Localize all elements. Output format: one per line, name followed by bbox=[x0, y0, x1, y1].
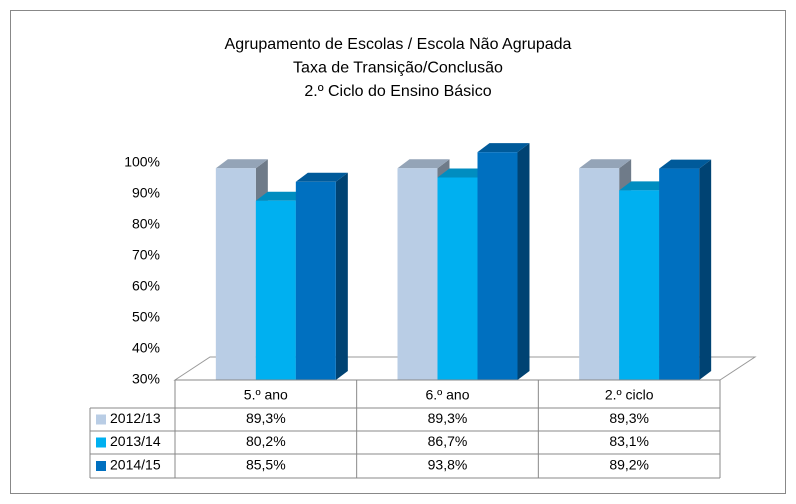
data-label: 89,3% bbox=[246, 410, 286, 426]
chart-title: 2.º Ciclo do Ensino Básico bbox=[304, 83, 491, 100]
bar bbox=[659, 159, 712, 380]
x-tick-label: 5.º ano bbox=[244, 387, 288, 403]
bar-face bbox=[255, 200, 296, 380]
legend-label: 2013/14 bbox=[110, 433, 161, 449]
data-label: 93,8% bbox=[428, 457, 468, 473]
data-label: 86,7% bbox=[428, 433, 468, 449]
x-tick-label: 2.º ciclo bbox=[605, 387, 654, 403]
bar-face bbox=[579, 168, 620, 380]
y-tick-label: 40% bbox=[132, 340, 160, 356]
bar-face bbox=[437, 168, 490, 178]
bar-face bbox=[215, 168, 256, 380]
data-label: 89,3% bbox=[428, 410, 468, 426]
bar-face bbox=[295, 172, 348, 182]
y-tick-label: 50% bbox=[132, 309, 160, 325]
legend-label: 2012/13 bbox=[110, 410, 161, 426]
bar-face bbox=[477, 143, 530, 153]
data-label: 89,3% bbox=[609, 410, 649, 426]
bar-face bbox=[215, 159, 268, 169]
bar-face bbox=[295, 181, 336, 380]
bar-face bbox=[659, 159, 712, 169]
y-tick-label: 30% bbox=[132, 371, 160, 387]
y-tick-label: 70% bbox=[132, 247, 160, 263]
chart-title: Agrupamento de Escolas / Escola Não Agru… bbox=[225, 36, 572, 53]
bar-face bbox=[619, 190, 660, 380]
bar-face bbox=[699, 159, 712, 380]
bar-face bbox=[397, 159, 450, 169]
bar-face bbox=[477, 152, 518, 380]
legend-swatch bbox=[96, 437, 106, 448]
bar-face bbox=[517, 143, 530, 380]
y-tick-label: 60% bbox=[132, 278, 160, 294]
legend-label: 2014/15 bbox=[110, 457, 161, 473]
bar-face bbox=[437, 177, 478, 380]
bar bbox=[295, 172, 348, 380]
x-tick-label: 6.º ano bbox=[425, 387, 469, 403]
bar bbox=[477, 143, 530, 380]
chart-title: Taxa de Transição/Conclusão bbox=[293, 60, 503, 77]
bar-face bbox=[255, 191, 308, 201]
legend-swatch bbox=[96, 461, 106, 471]
y-tick-label: 80% bbox=[132, 216, 160, 232]
bar-face bbox=[659, 168, 700, 380]
bar-face bbox=[619, 181, 672, 191]
bar-face bbox=[397, 168, 438, 380]
data-label: 83,1% bbox=[609, 433, 649, 449]
legend-swatch bbox=[96, 414, 106, 425]
y-tick-label: 90% bbox=[132, 185, 160, 201]
bar-face bbox=[335, 172, 348, 380]
data-label: 89,2% bbox=[609, 457, 649, 473]
y-tick-label: 100% bbox=[124, 154, 160, 170]
data-label: 80,2% bbox=[246, 433, 286, 449]
data-label: 85,5% bbox=[246, 457, 286, 473]
bar-face bbox=[579, 159, 632, 169]
